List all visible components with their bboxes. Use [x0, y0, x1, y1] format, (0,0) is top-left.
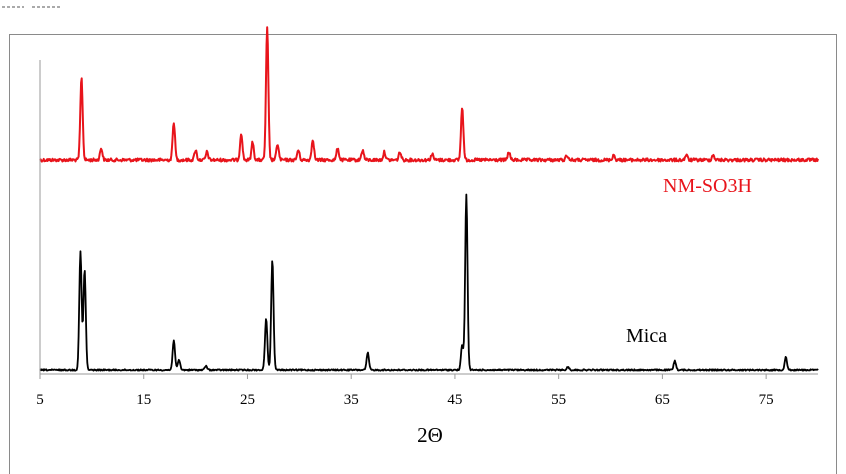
x-tick-label: 5 — [36, 392, 44, 408]
series-line-mica — [39, 193, 819, 372]
x-tick-label: 15 — [136, 392, 151, 408]
series-label-mica: Mica — [626, 325, 667, 347]
series-line-nm-so3h — [39, 26, 819, 163]
x-tick-label: 65 — [655, 392, 670, 408]
top-dashes-decoration — [2, 6, 60, 8]
series-label-nm-so3h: NM-SO3H — [663, 175, 752, 197]
series-labels-group: NM-SO3H Mica — [626, 175, 752, 347]
chart-frame — [9, 34, 837, 474]
x-tick-label: 55 — [551, 392, 566, 408]
traces-group — [39, 26, 819, 372]
x-tick-label: 35 — [344, 392, 359, 408]
x-tick-label: 75 — [759, 392, 774, 408]
x-tick-label: 45 — [447, 392, 462, 408]
x-axis-title: 2Θ — [417, 423, 443, 447]
x-tick-label: 25 — [240, 392, 255, 408]
x-ticks-group: 5 15 25 35 45 55 65 75 — [36, 374, 774, 408]
